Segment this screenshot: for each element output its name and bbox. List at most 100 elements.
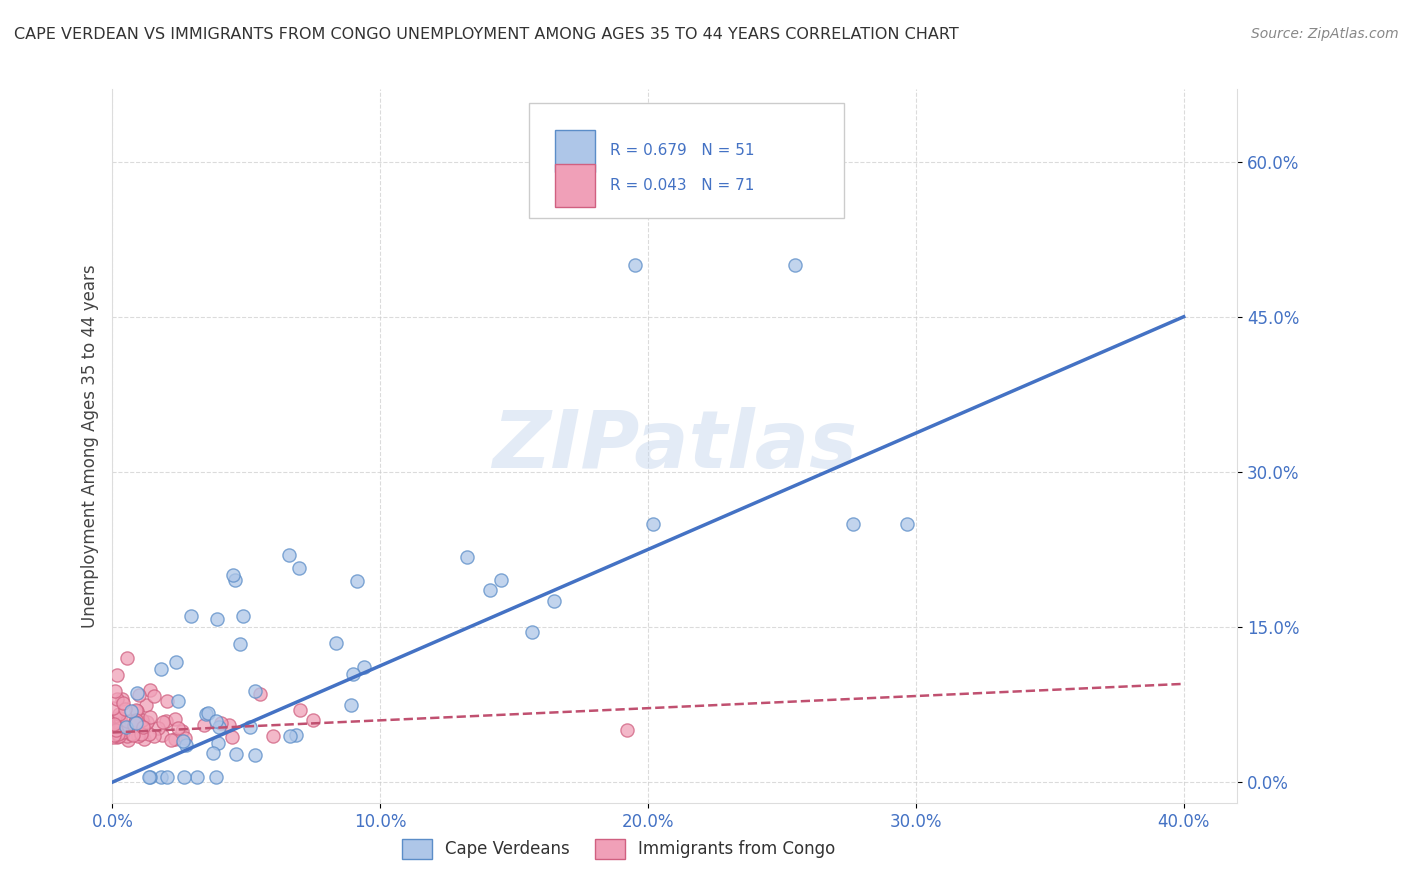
Point	[112, 725, 135, 739]
Point	[139, 682, 162, 697]
Point	[138, 727, 160, 741]
Text: ZIPatlas: ZIPatlas	[492, 407, 858, 485]
Point	[288, 703, 311, 717]
Point	[520, 624, 543, 639]
Point	[105, 667, 128, 681]
Point	[489, 574, 512, 588]
Point	[288, 560, 311, 574]
Point	[115, 651, 138, 665]
Point	[278, 549, 301, 563]
Point	[115, 720, 138, 734]
Point	[125, 713, 148, 727]
Point	[131, 727, 153, 741]
Point	[107, 715, 129, 730]
Point	[135, 698, 157, 712]
Point	[101, 700, 124, 714]
Point	[125, 686, 148, 700]
Point	[101, 730, 124, 744]
Point	[152, 715, 174, 730]
Point	[180, 609, 202, 624]
Point	[143, 689, 166, 703]
Point	[165, 712, 187, 726]
Point	[150, 728, 173, 742]
Point	[150, 662, 173, 676]
Point	[205, 612, 228, 626]
Point	[105, 725, 128, 739]
Point	[229, 637, 252, 651]
Point	[139, 710, 162, 724]
Point	[174, 731, 197, 745]
Point	[131, 713, 153, 727]
Point	[197, 706, 219, 721]
Point	[139, 770, 162, 784]
Point	[107, 706, 129, 721]
Text: Source: ZipAtlas.com: Source: ZipAtlas.com	[1251, 27, 1399, 41]
Point	[108, 730, 131, 744]
Point	[108, 716, 131, 731]
Point	[115, 714, 138, 728]
Point	[262, 729, 284, 743]
FancyBboxPatch shape	[554, 129, 595, 171]
Point	[122, 718, 145, 732]
Point	[148, 721, 170, 735]
Point	[193, 718, 215, 732]
Point	[842, 516, 865, 531]
Point	[155, 714, 177, 728]
Point	[280, 729, 302, 743]
Point	[201, 747, 224, 761]
Point	[142, 729, 165, 743]
Point	[205, 714, 228, 729]
Point	[302, 713, 325, 727]
Point	[105, 691, 128, 706]
Point	[785, 258, 807, 272]
Point	[107, 727, 129, 741]
Point	[129, 726, 152, 740]
Point	[478, 582, 501, 597]
Point	[103, 717, 125, 731]
Point	[160, 733, 183, 747]
Point	[186, 770, 208, 784]
Point	[110, 716, 132, 731]
Point	[353, 660, 375, 674]
Point	[346, 574, 368, 588]
Point	[225, 747, 247, 761]
FancyBboxPatch shape	[529, 103, 844, 218]
Point	[125, 703, 148, 717]
Point	[111, 692, 134, 706]
Point	[107, 710, 129, 724]
Point	[204, 770, 226, 784]
Point	[120, 704, 142, 718]
Point	[218, 717, 240, 731]
Point	[172, 734, 194, 748]
Text: CAPE VERDEAN VS IMMIGRANTS FROM CONGO UNEMPLOYMENT AMONG AGES 35 TO 44 YEARS COR: CAPE VERDEAN VS IMMIGRANTS FROM CONGO UN…	[14, 27, 959, 42]
Point	[165, 655, 187, 669]
Text: R = 0.043   N = 71: R = 0.043 N = 71	[610, 178, 754, 193]
Point	[128, 714, 150, 729]
Point	[132, 731, 155, 746]
Point	[155, 770, 177, 784]
Point	[105, 730, 128, 744]
Point	[117, 733, 139, 747]
Point	[120, 726, 142, 740]
Point	[249, 687, 271, 701]
Point	[125, 704, 148, 718]
Point	[107, 729, 129, 743]
Point	[232, 609, 254, 624]
Point	[163, 732, 186, 747]
Point	[339, 698, 361, 712]
Point	[115, 729, 138, 743]
Point	[114, 701, 136, 715]
FancyBboxPatch shape	[554, 164, 595, 207]
Point	[207, 736, 229, 750]
Point	[174, 738, 197, 752]
Point	[623, 258, 645, 272]
Point	[108, 721, 131, 735]
Text: R = 0.679   N = 51: R = 0.679 N = 51	[610, 143, 754, 158]
Point	[156, 694, 179, 708]
Point	[325, 636, 347, 650]
Point	[643, 516, 665, 531]
Point	[456, 549, 478, 564]
Point	[138, 770, 160, 784]
Point	[342, 667, 364, 681]
Point	[127, 729, 149, 743]
